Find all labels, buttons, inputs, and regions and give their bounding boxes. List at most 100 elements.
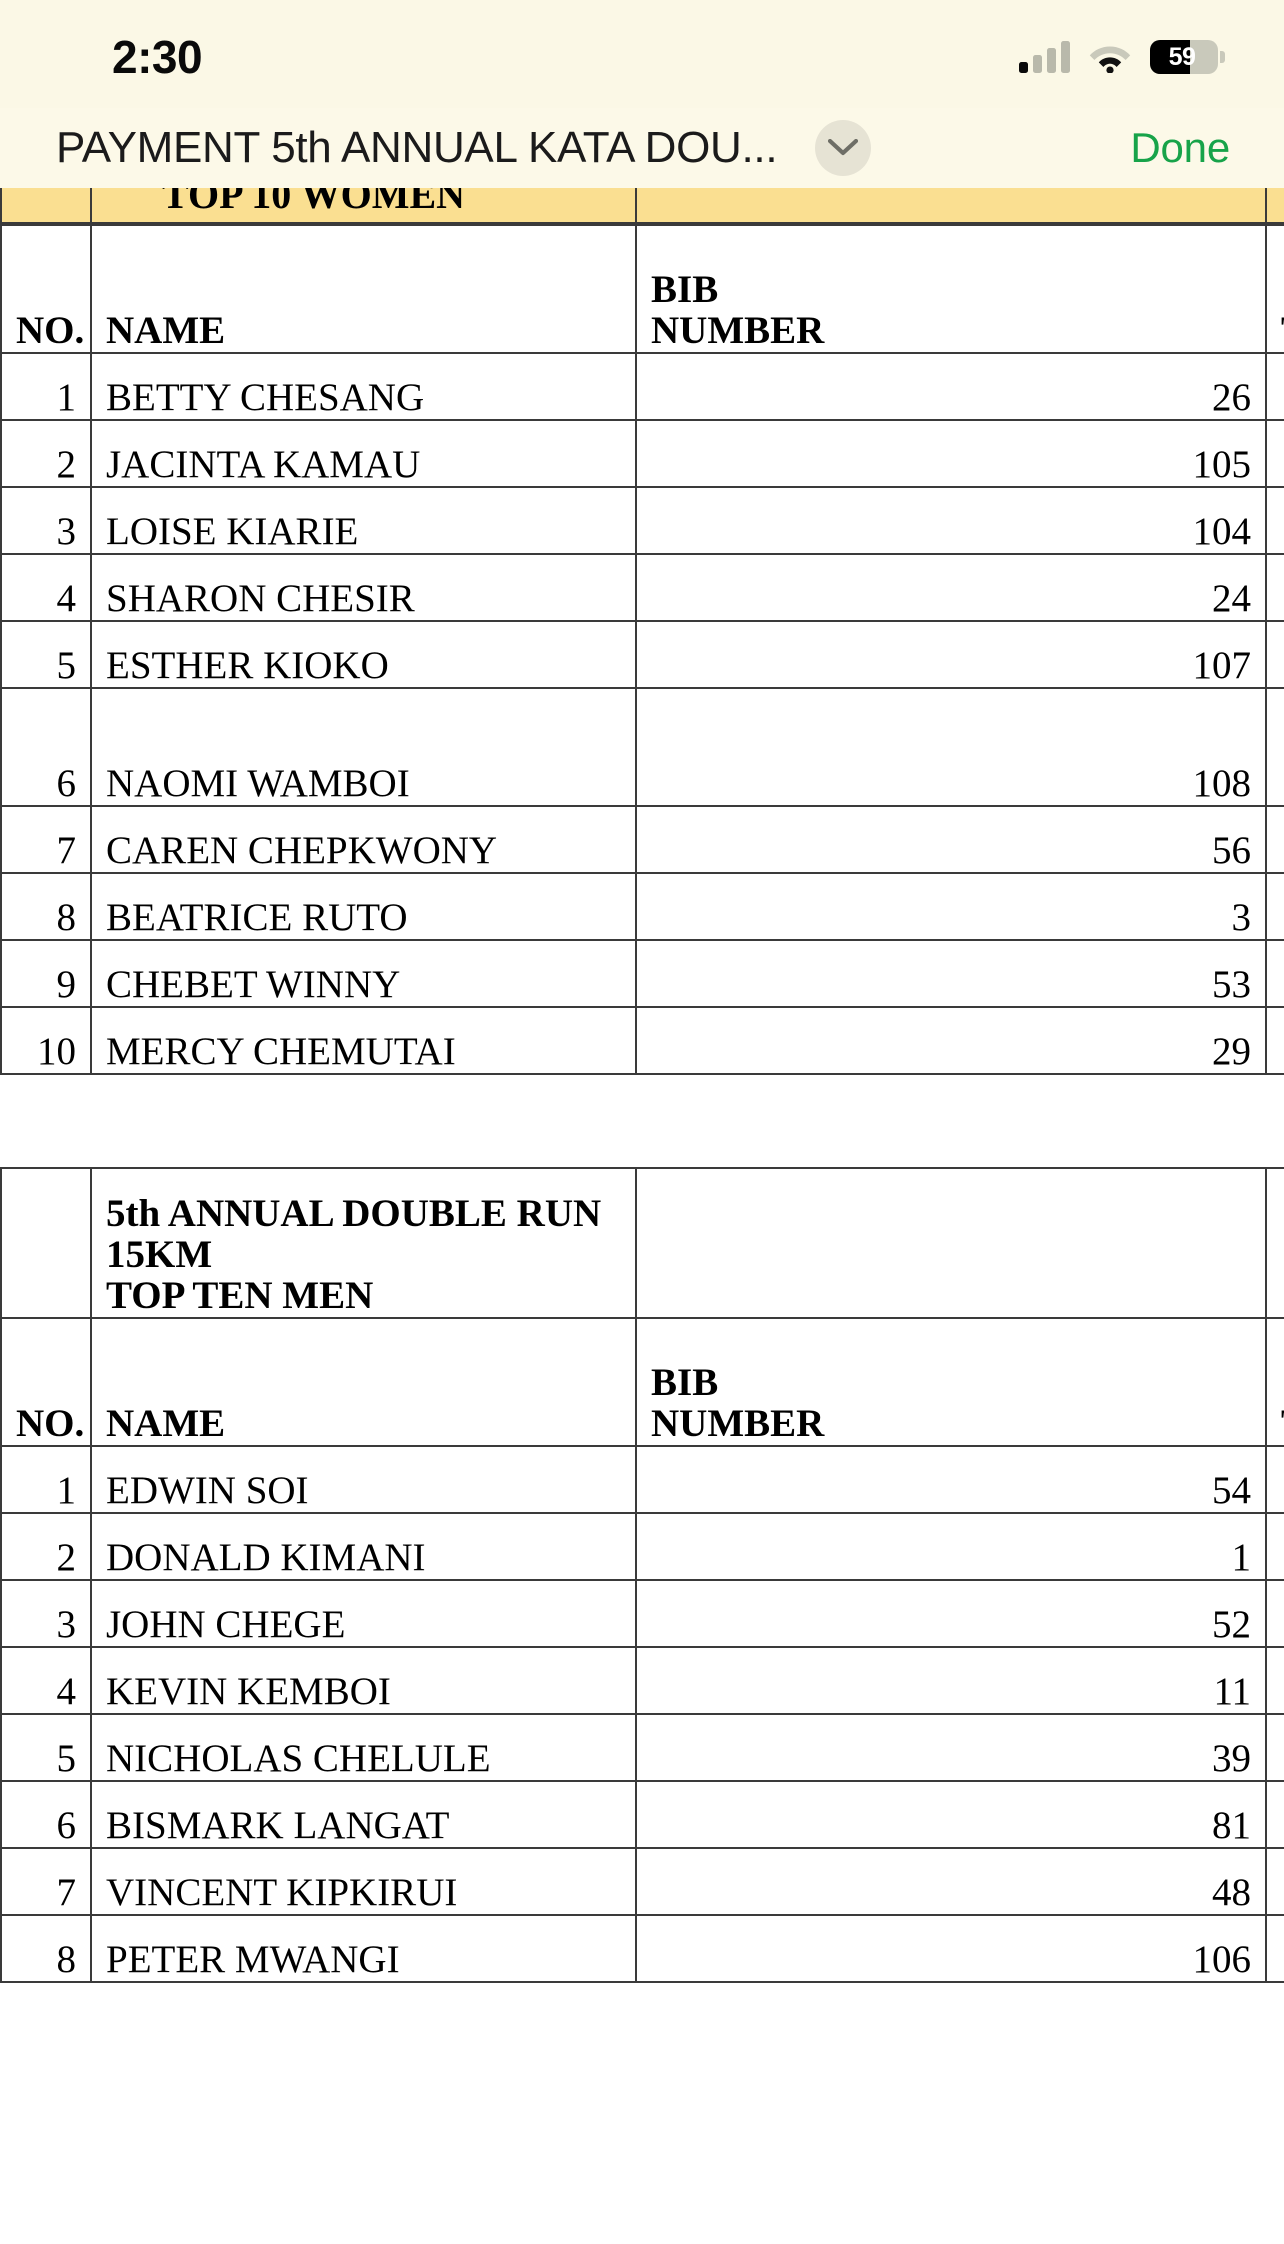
cell-name[interactable]: JACINTA KAMAU xyxy=(90,419,637,488)
cell-bib[interactable]: 54 xyxy=(635,1445,1267,1514)
cell-name[interactable]: ESTHER KIOKO xyxy=(90,620,637,689)
cell-time[interactable] xyxy=(1265,1006,1284,1075)
cell-no[interactable]: 1 xyxy=(0,1445,92,1514)
cell-name[interactable]: EDWIN SOI xyxy=(90,1445,637,1514)
cell-bib[interactable]: 53 xyxy=(635,939,1267,1008)
cell-no[interactable]: 10 xyxy=(0,1006,92,1075)
cell-no[interactable]: 1 xyxy=(0,352,92,421)
table-row[interactable]: 2 DONALD KIMANI 1 xyxy=(0,1512,1284,1581)
cell-bib[interactable]: 26 xyxy=(635,352,1267,421)
cell-no[interactable]: 2 xyxy=(0,419,92,488)
cell-time[interactable] xyxy=(1265,486,1284,555)
column-header-bib-number[interactable]: BIB NUMBER xyxy=(635,224,1267,354)
column-header-time-clipped[interactable]: 1 T xyxy=(1265,1317,1284,1447)
cell-time[interactable] xyxy=(1265,687,1284,807)
cell-bib[interactable]: 29 xyxy=(635,1006,1267,1075)
table-row[interactable]: 6 BISMARK LANGAT 81 xyxy=(0,1780,1284,1849)
table-row[interactable]: 4 KEVIN KEMBOI 11 xyxy=(0,1646,1284,1715)
cell-no[interactable]: 3 xyxy=(0,486,92,555)
cell-name[interactable]: NICHOLAS CHELULE xyxy=(90,1713,637,1782)
cell-no[interactable]: 7 xyxy=(0,1847,92,1916)
cell-name[interactable]: SHARON CHESIR xyxy=(90,553,637,622)
cell-time[interactable] xyxy=(1265,1445,1284,1514)
cell-no[interactable]: 8 xyxy=(0,1914,92,1983)
cell-time[interactable] xyxy=(1265,1780,1284,1849)
cell-name[interactable]: VINCENT KIPKIRUI xyxy=(90,1847,637,1916)
cell-bib[interactable]: 48 xyxy=(635,1847,1267,1916)
cell-name[interactable]: BETTY CHESANG xyxy=(90,352,637,421)
cell-no[interactable]: 9 xyxy=(0,939,92,1008)
cell-bib[interactable]: 56 xyxy=(635,805,1267,874)
cell-name[interactable]: KEVIN KEMBOI xyxy=(90,1646,637,1715)
cell-no[interactable]: 3 xyxy=(0,1579,92,1648)
table-row[interactable]: 8 PETER MWANGI 106 xyxy=(0,1914,1284,1983)
table-row[interactable]: 7 VINCENT KIPKIRUI 48 xyxy=(0,1847,1284,1916)
cell-no[interactable]: 5 xyxy=(0,1713,92,1782)
table-row[interactable]: 1 EDWIN SOI 54 xyxy=(0,1445,1284,1514)
cell-name[interactable]: CAREN CHEPKWONY xyxy=(90,805,637,874)
cell-no[interactable]: 8 xyxy=(0,872,92,941)
cell-no[interactable]: 4 xyxy=(0,1646,92,1715)
cell-time[interactable] xyxy=(1265,1512,1284,1581)
table-row[interactable]: 4 SHARON CHESIR 24 xyxy=(0,553,1284,622)
cell-bib[interactable]: 108 xyxy=(635,687,1267,807)
table-row[interactable]: 1 BETTY CHESANG 26 xyxy=(0,352,1284,421)
men-results-table[interactable]: 5th ANNUAL DOUBLE RUN 15KM TOP TEN MEN N… xyxy=(0,1167,1284,1983)
table-row[interactable]: 6 NAOMI WAMBOI 108 xyxy=(0,687,1284,807)
cell-time[interactable] xyxy=(1265,620,1284,689)
cell-bib[interactable]: 52 xyxy=(635,1579,1267,1648)
table-row[interactable]: 10 MERCY CHEMUTAI 29 xyxy=(0,1006,1284,1075)
cell-name[interactable]: JOHN CHEGE xyxy=(90,1579,637,1648)
table-row[interactable]: 2 JACINTA KAMAU 105 xyxy=(0,419,1284,488)
column-header-bib-number[interactable]: BIB NUMBER xyxy=(635,1317,1267,1447)
cell-bib[interactable]: 3 xyxy=(635,872,1267,941)
cell-time[interactable] xyxy=(1265,1847,1284,1916)
cell-name[interactable]: LOISE KIARIE xyxy=(90,486,637,555)
cell-time[interactable] xyxy=(1265,352,1284,421)
cell-no[interactable]: 6 xyxy=(0,1780,92,1849)
cell-bib[interactable]: 104 xyxy=(635,486,1267,555)
spreadsheet-viewer[interactable]: TOP 10 WOMEN NO. NAME BIB NUMBER 1 T 1 xyxy=(0,188,1284,2244)
cell-name[interactable]: PETER MWANGI xyxy=(90,1914,637,1983)
cell-time[interactable] xyxy=(1265,1713,1284,1782)
cell-bib[interactable]: 106 xyxy=(635,1914,1267,1983)
cell-time[interactable] xyxy=(1265,872,1284,941)
cell-time[interactable] xyxy=(1265,1646,1284,1715)
cell-bib[interactable]: 39 xyxy=(635,1713,1267,1782)
cell-time[interactable] xyxy=(1265,1914,1284,1983)
table-row[interactable]: 3 JOHN CHEGE 52 xyxy=(0,1579,1284,1648)
done-button[interactable]: Done xyxy=(1130,124,1230,171)
cell-no[interactable]: 4 xyxy=(0,553,92,622)
column-header-time-clipped[interactable]: 1 T xyxy=(1265,224,1284,354)
cell-time[interactable] xyxy=(1265,939,1284,1008)
cell-bib[interactable]: 24 xyxy=(635,553,1267,622)
cell-name[interactable]: BEATRICE RUTO xyxy=(90,872,637,941)
cell-no[interactable]: 5 xyxy=(0,620,92,689)
column-header-name[interactable]: NAME xyxy=(90,224,637,354)
cell-time[interactable] xyxy=(1265,1579,1284,1648)
table-row[interactable]: 3 LOISE KIARIE 104 xyxy=(0,486,1284,555)
column-header-no[interactable]: NO. xyxy=(0,1317,92,1447)
cell-time[interactable] xyxy=(1265,419,1284,488)
cell-bib[interactable]: 1 xyxy=(635,1512,1267,1581)
column-header-name[interactable]: NAME xyxy=(90,1317,637,1447)
cell-no[interactable]: 2 xyxy=(0,1512,92,1581)
cell-bib[interactable]: 105 xyxy=(635,419,1267,488)
cell-time[interactable] xyxy=(1265,553,1284,622)
cell-no[interactable]: 6 xyxy=(0,687,92,807)
cell-name[interactable]: CHEBET WINNY xyxy=(90,939,637,1008)
cell-no[interactable]: 7 xyxy=(0,805,92,874)
table-row[interactable]: 7 CAREN CHEPKWONY 56 xyxy=(0,805,1284,874)
table-row[interactable]: 8 BEATRICE RUTO 3 xyxy=(0,872,1284,941)
cell-bib[interactable]: 11 xyxy=(635,1646,1267,1715)
cell-name[interactable]: DONALD KIMANI xyxy=(90,1512,637,1581)
cell-time[interactable] xyxy=(1265,805,1284,874)
cell-name[interactable]: BISMARK LANGAT xyxy=(90,1780,637,1849)
cell-name[interactable]: NAOMI WAMBOI xyxy=(90,687,637,807)
table-row[interactable]: 9 CHEBET WINNY 53 xyxy=(0,939,1284,1008)
cell-bib[interactable]: 107 xyxy=(635,620,1267,689)
cell-bib[interactable]: 81 xyxy=(635,1780,1267,1849)
chevron-down-button[interactable] xyxy=(815,120,872,176)
women-results-table[interactable]: NO. NAME BIB NUMBER 1 T 1 BETTY CHESANG … xyxy=(0,224,1284,1075)
cell-name[interactable]: MERCY CHEMUTAI xyxy=(90,1006,637,1075)
